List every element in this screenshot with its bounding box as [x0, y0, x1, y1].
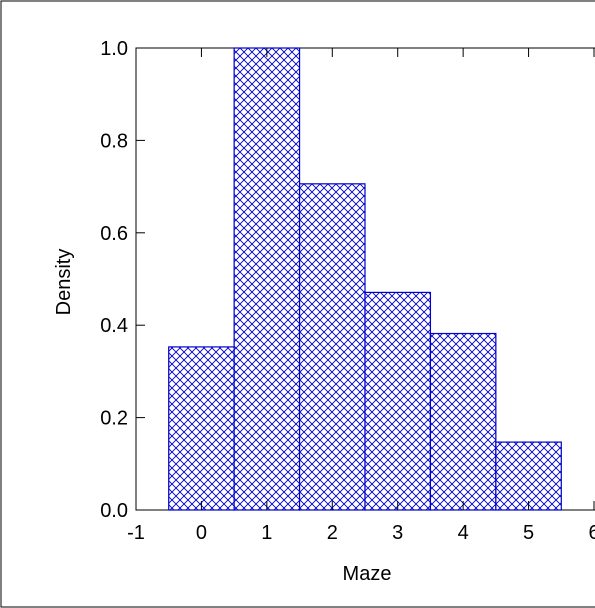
histogram-bar — [429, 332, 497, 511]
x-tick-label: 0 — [196, 522, 207, 544]
y-tick-label: 0.8 — [100, 130, 128, 152]
x-tick-label: 5 — [523, 522, 534, 544]
x-tick-label: 6 — [588, 522, 595, 544]
x-tick-label: -1 — [127, 522, 145, 544]
bars-group — [168, 47, 562, 511]
x-axis: -1 0 1 2 3 4 5 6 — [127, 48, 595, 544]
x-tick-label: 4 — [458, 522, 469, 544]
x-tick-label: 3 — [392, 522, 403, 544]
histogram-bar — [495, 441, 562, 511]
y-axis-label: Density — [53, 249, 75, 316]
histogram-bar — [298, 183, 366, 511]
histogram-bar — [233, 47, 301, 511]
x-tick-label: 2 — [327, 522, 338, 544]
histogram-bar — [364, 291, 432, 511]
x-axis-label: Maze — [343, 563, 392, 585]
histogram-bar — [168, 346, 235, 511]
y-tick-label: 0.4 — [100, 315, 128, 337]
x-tick-label: 1 — [261, 522, 272, 544]
y-tick-label: 0.6 — [100, 223, 128, 245]
y-axis: 0.0 0.2 0.4 0.6 0.8 1.0 — [100, 38, 145, 522]
y-tick-label: 1.0 — [100, 38, 128, 60]
y-tick-label: 0.2 — [100, 408, 128, 430]
y-tick-label: 0.0 — [100, 500, 128, 522]
